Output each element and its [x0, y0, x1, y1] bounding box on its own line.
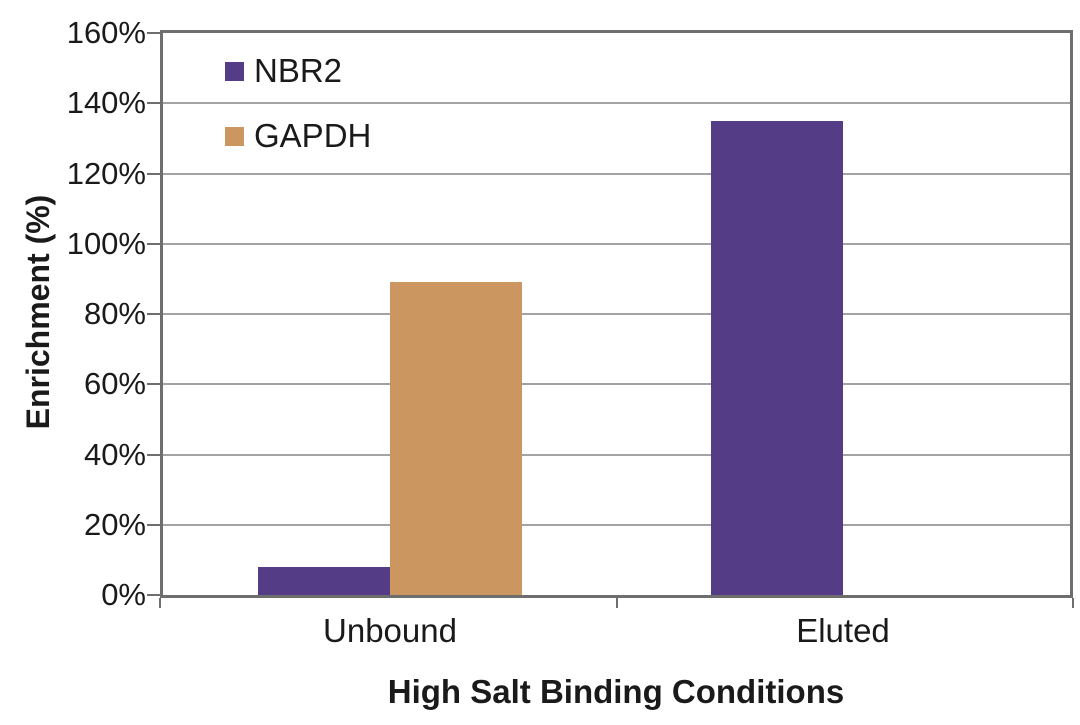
gridline-80% — [162, 313, 1071, 315]
legend-label-nbr2: NBR2 — [254, 52, 343, 89]
legend-item-nbr2: NBR2 — [225, 52, 371, 90]
gridline-120% — [162, 172, 1071, 175]
y-tick-mark — [147, 594, 160, 596]
y-tick-label-100%: 100% — [66, 225, 146, 261]
bar-nbr2-eluted — [711, 121, 843, 595]
gridline-140% — [162, 102, 1071, 105]
x-tick-mark — [615, 598, 618, 608]
y-tick-mark — [147, 453, 160, 456]
category-label-eluted: Eluted — [796, 612, 890, 649]
y-tick-mark — [147, 242, 160, 245]
gridline-40% — [162, 453, 1071, 456]
y-tick-label-20%: 20% — [83, 506, 146, 542]
gridline-60% — [162, 383, 1071, 386]
category-label-unbound: Unbound — [323, 612, 457, 649]
gridline-100% — [162, 242, 1071, 245]
legend-swatch-nbr2 — [225, 61, 244, 81]
bar-nbr2-unbound — [258, 567, 390, 595]
y-tick-mark — [147, 523, 160, 526]
y-tick-label-0%: 0% — [101, 577, 146, 612]
y-tick-label-60%: 60% — [83, 366, 146, 402]
y-tick-mark — [147, 172, 160, 175]
y-tick-mark — [147, 102, 160, 105]
x-axis-title: High Salt Binding Conditions — [387, 673, 845, 710]
y-tick-label-160%: 160% — [66, 15, 146, 50]
y-tick-mark — [147, 32, 160, 34]
plot-area — [160, 30, 1073, 598]
bar-gapdh-unbound — [390, 282, 522, 595]
y-tick-label-120%: 120% — [66, 155, 146, 191]
x-tick-mark — [159, 598, 161, 608]
y-tick-mark — [147, 383, 160, 386]
y-tick-label-140%: 140% — [66, 85, 146, 121]
legend: NBR2 GAPDH — [225, 52, 371, 182]
y-tick-mark — [147, 313, 160, 315]
y-tick-label-40%: 40% — [83, 436, 146, 472]
y-tick-label-80%: 80% — [83, 296, 146, 331]
x-tick-mark — [1072, 598, 1074, 608]
legend-label-gapdh: GAPDH — [254, 117, 372, 154]
legend-item-gapdh: GAPDH — [225, 117, 371, 155]
legend-swatch-gapdh — [225, 126, 244, 146]
gridline-20% — [162, 523, 1071, 526]
